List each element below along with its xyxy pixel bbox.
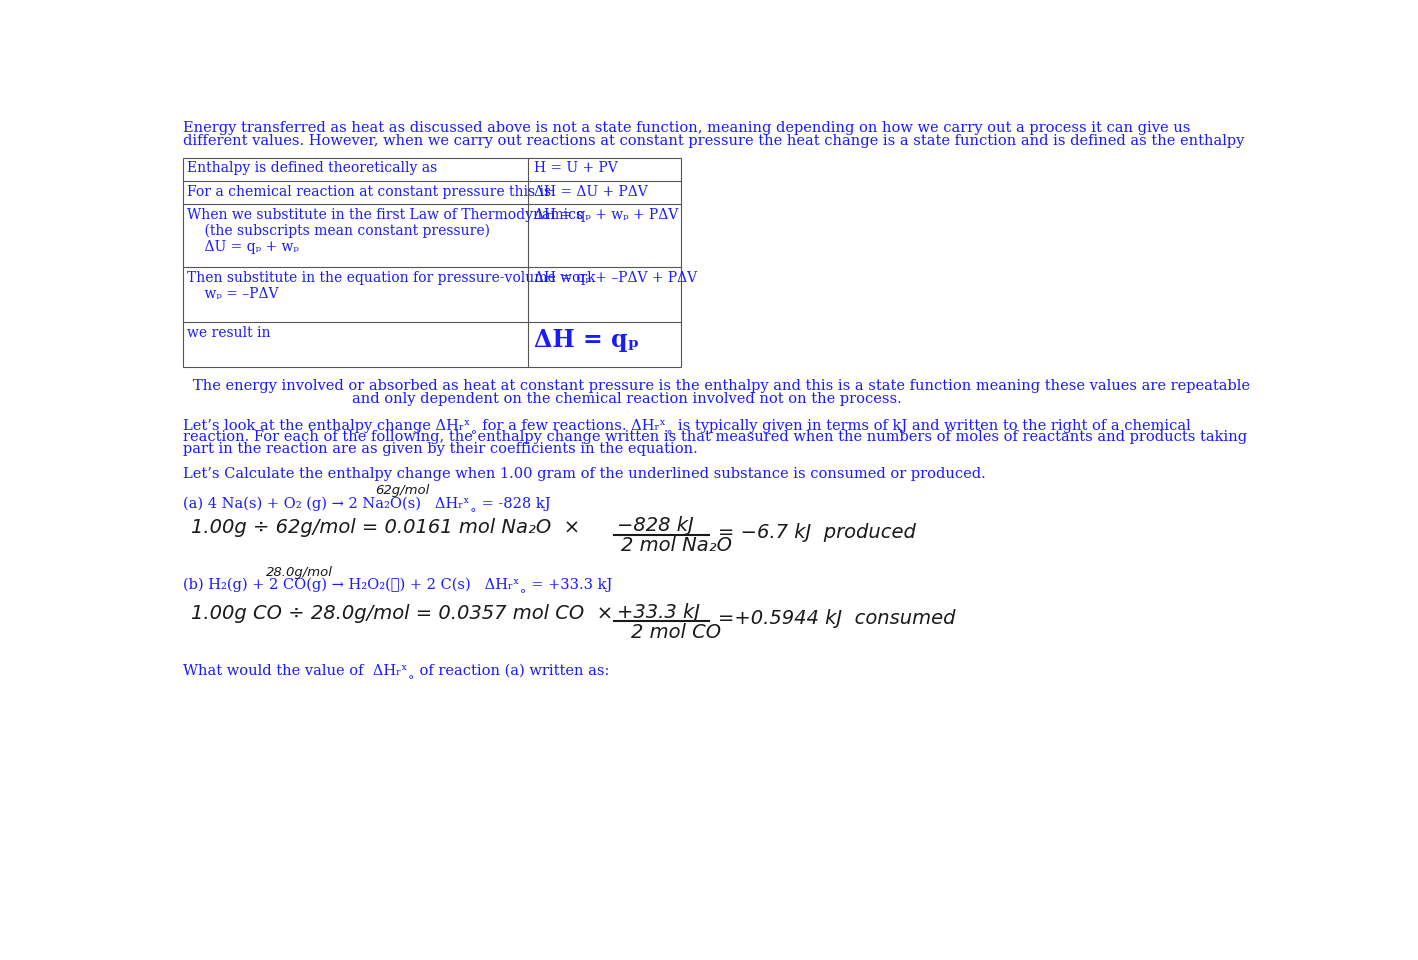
Text: Then substitute in the equation for pressure-volume work
    wₚ = –PΔV: Then substitute in the equation for pres…: [187, 271, 596, 300]
Text: different values. However, when we carry out reactions at constant pressure the : different values. However, when we carry…: [183, 133, 1245, 148]
Text: Let’s Calculate the enthalpy change when 1.00 gram of the underlined substance i: Let’s Calculate the enthalpy change when…: [183, 468, 986, 481]
Text: When we substitute in the first Law of Thermodynamics
    (the subscripts mean c: When we substitute in the first Law of T…: [187, 207, 583, 254]
Text: 2 mol Na₂O: 2 mol Na₂O: [621, 537, 732, 556]
Text: ΔH = qₚ + –PΔV + PΔV: ΔH = qₚ + –PΔV + PΔV: [533, 271, 696, 285]
Text: Enthalpy is defined theoretically as: Enthalpy is defined theoretically as: [187, 161, 438, 176]
Text: Let’s look at the enthalpy change ΔHᵣˣ˳ for a few reactions. ΔHᵣˣ˳ is typically : Let’s look at the enthalpy change ΔHᵣˣ˳ …: [183, 418, 1191, 433]
Text: 28.0g/mol: 28.0g/mol: [267, 565, 333, 579]
Text: reaction. For each of the following, the enthalpy change written is that measure: reaction. For each of the following, the…: [183, 430, 1248, 444]
Text: H = U + PV: H = U + PV: [533, 161, 617, 176]
Text: (a) 4 Na(s) + O₂ (g) → 2 Na₂O(s)   ΔHᵣˣ˳ = -828 kJ: (a) 4 Na(s) + O₂ (g) → 2 Na₂O(s) ΔHᵣˣ˳ =…: [183, 496, 552, 512]
Text: +33.3 kJ: +33.3 kJ: [617, 603, 700, 622]
Text: What would the value of  ΔHᵣˣ˳ of reaction (a) written as:: What would the value of ΔHᵣˣ˳ of reactio…: [183, 664, 610, 680]
Text: ΔH = qₚ + wₚ + PΔV: ΔH = qₚ + wₚ + PΔV: [533, 207, 678, 222]
Text: Energy transferred as heat as discussed above is not a state function, meaning d: Energy transferred as heat as discussed …: [183, 121, 1191, 135]
Text: =+0.5944 kJ  consumed: =+0.5944 kJ consumed: [718, 609, 956, 628]
Bar: [183, 157, 681, 367]
Text: 62g/mol: 62g/mol: [374, 484, 430, 497]
Text: ΔH = ΔU + PΔV: ΔH = ΔU + PΔV: [533, 184, 648, 199]
Text: For a chemical reaction at constant pressure this is:: For a chemical reaction at constant pres…: [187, 184, 556, 199]
Text: = −6.7 kJ  produced: = −6.7 kJ produced: [718, 522, 916, 541]
Text: 1.00g CO ÷ 28.0g/mol = 0.0357 mol CO  ×: 1.00g CO ÷ 28.0g/mol = 0.0357 mol CO ×: [191, 604, 614, 623]
Text: The energy involved or absorbed as heat at constant pressure is the enthalpy and: The energy involved or absorbed as heat …: [193, 379, 1249, 394]
Text: (b) H₂(g) + 2 CO(g) → H₂O₂(ℓ) + 2 C(s)   ΔHᵣˣ˳ = +33.3 kJ: (b) H₂(g) + 2 CO(g) → H₂O₂(ℓ) + 2 C(s) Δ…: [183, 578, 613, 593]
Text: we result in: we result in: [187, 326, 271, 340]
Text: part in the reaction are as given by their coefficients in the equation.: part in the reaction are as given by the…: [183, 443, 698, 456]
Text: ΔH = qₚ: ΔH = qₚ: [533, 328, 640, 352]
Text: 1.00g ÷ 62g/mol = 0.0161 mol Na₂O  ×: 1.00g ÷ 62g/mol = 0.0161 mol Na₂O ×: [191, 517, 580, 537]
Text: 2 mol CO: 2 mol CO: [631, 623, 722, 641]
Text: −828 kJ: −828 kJ: [617, 516, 695, 536]
Text: and only dependent on the chemical reaction involved not on the process.: and only dependent on the chemical react…: [352, 392, 902, 406]
